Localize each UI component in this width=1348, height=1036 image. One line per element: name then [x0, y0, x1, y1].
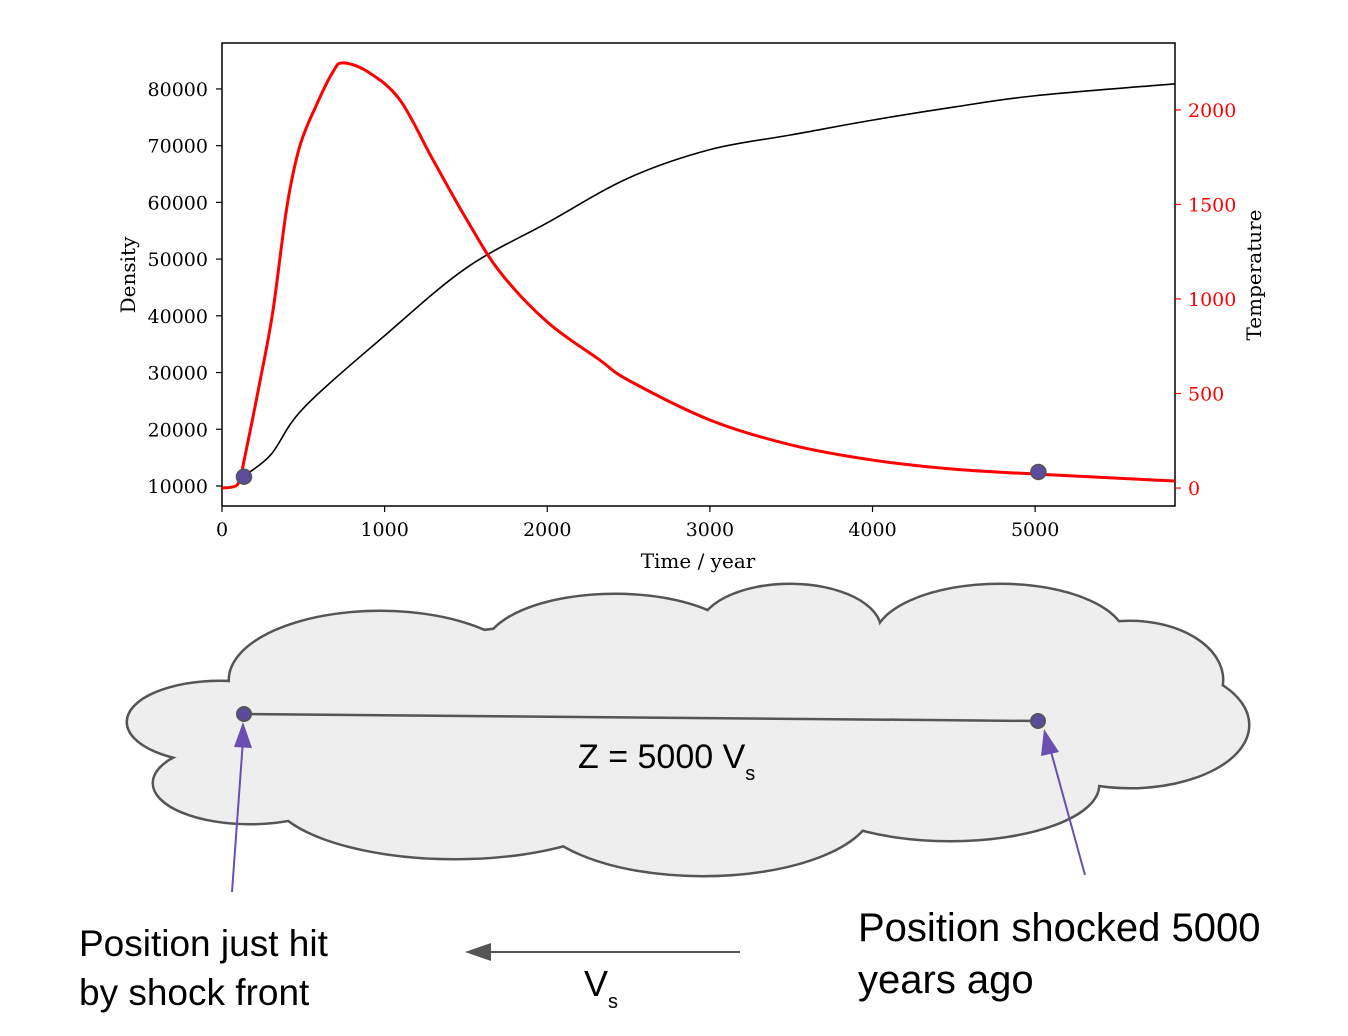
right-label-line1: Position shocked 5000: [858, 906, 1261, 950]
shocked-point: [1030, 713, 1046, 729]
y-tick-label: 40000: [148, 306, 208, 328]
y2-tick-label: 1500: [1188, 194, 1236, 216]
markers-group: [235, 463, 1047, 485]
x-tick-label: 2000: [523, 519, 571, 541]
series-group: [221, 61, 1176, 490]
marker-point: [1030, 463, 1047, 481]
temperature-line: [221, 61, 1176, 490]
y-tick-label: 60000: [148, 192, 208, 214]
y2-tick-label: 1000: [1188, 289, 1236, 311]
x-tick-label: 5000: [1011, 519, 1059, 541]
y-axis-left: 10000 20000 30000 40000 50000 60000 70000 80000: [148, 79, 222, 498]
left-label-line1: Position just hit: [79, 923, 329, 964]
y-tick-label: 80000: [148, 79, 208, 101]
y2-axis-label: Temperature: [1242, 209, 1266, 340]
left-arrowhead-icon: [234, 722, 252, 748]
x-tick-label: 3000: [686, 519, 734, 541]
plot-frame: [221, 42, 1176, 507]
y-tick-label: 20000: [148, 419, 208, 441]
velocity-label: Vs: [584, 963, 618, 1013]
right-pointer-arrow: [1049, 747, 1086, 876]
cloud-fill: [240, 620, 1140, 820]
distance-line: [243, 712, 1039, 723]
x-axis-label: Time / year: [641, 549, 756, 573]
chart: 0 1000 2000 3000 4000 5000 100002000030000400…: [116, 42, 1266, 573]
marker-point: [235, 468, 253, 485]
cloud: [125, 582, 1251, 878]
y-tick-label: 50000: [148, 249, 208, 271]
y-tick-label: 10000: [148, 476, 208, 498]
y2-tick-label: 2000: [1188, 100, 1236, 122]
x-tick-label: 4000: [848, 519, 896, 541]
x-tick-label: 1000: [360, 519, 408, 541]
right-label-line2: years ago: [858, 958, 1034, 1002]
left-pointer-arrow: [231, 739, 244, 893]
right-arrowhead-icon: [1041, 729, 1059, 756]
density-line: [242, 83, 1176, 477]
y2-tick-label: 0: [1188, 478, 1200, 500]
y-axis-label: Density: [116, 236, 140, 313]
y-tick-label: 30000: [148, 363, 208, 385]
x-tick-label: 0: [216, 519, 228, 541]
distance-label: Z = 5000 Vs: [578, 738, 755, 785]
arrow-left-icon: [465, 943, 491, 961]
y2-tick-label: 500: [1188, 384, 1224, 406]
left-label-line2: by shock front: [79, 972, 310, 1013]
shock-front-point: [236, 706, 252, 722]
x-axis: 0 1000 2000 3000 4000 5000: [216, 506, 1059, 541]
y-axis-right: 0 500 1000 1500 2000: [1175, 100, 1236, 500]
y-tick-label: 70000: [148, 136, 208, 158]
